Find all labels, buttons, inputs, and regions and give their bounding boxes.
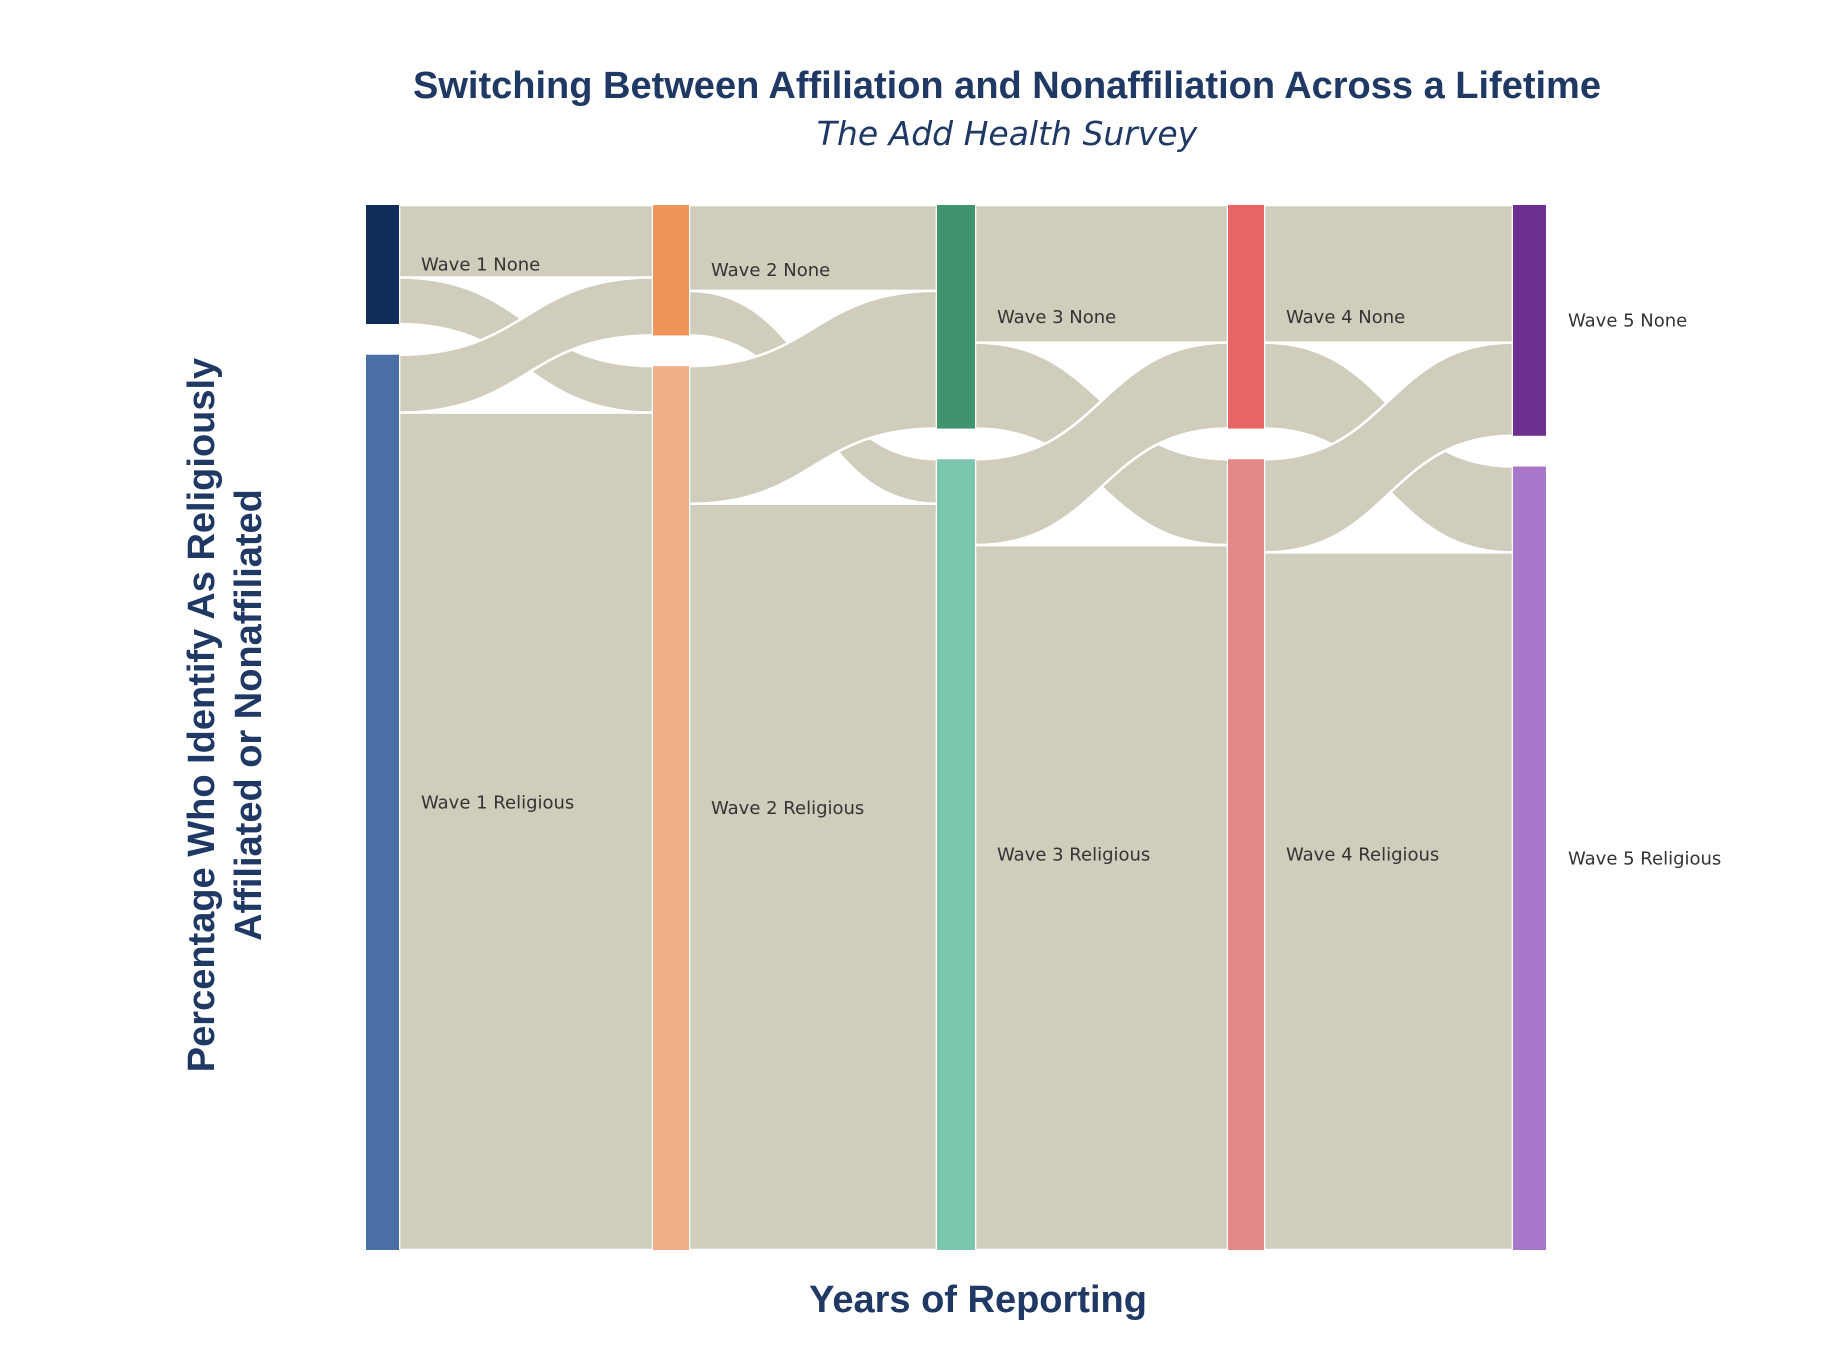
node-w3n xyxy=(937,205,975,429)
node-w2n xyxy=(653,205,689,336)
node-label-w5n: Wave 5 None xyxy=(1568,310,1687,331)
node-label-w1n: Wave 1 None xyxy=(421,255,540,276)
flow-w2r-to-w3r xyxy=(687,502,939,1252)
chart-subtitle: The Add Health Survey xyxy=(817,114,1198,153)
node-label-w3r: Wave 3 Religious xyxy=(997,845,1150,866)
node-label-w1r: Wave 1 Religious xyxy=(421,792,574,813)
node-label-w3n: Wave 3 None xyxy=(997,307,1116,328)
y-axis-label-line-2: Affiliated or Nonaffiliated xyxy=(228,489,270,941)
node-label-w4r: Wave 4 Religious xyxy=(1286,845,1439,866)
node-w5r xyxy=(1513,466,1546,1250)
nodes-layer xyxy=(366,205,1546,1251)
node-w5n xyxy=(1513,205,1546,436)
node-label-w4n: Wave 4 None xyxy=(1286,307,1405,328)
node-w1r xyxy=(366,354,399,1251)
node-w4n xyxy=(1228,205,1264,429)
node-labels-layer: Wave 1 None Wave 1 Religious Wave 2 None Wa… xyxy=(421,255,1721,870)
chart-title: Switching Between Affiliation and Nonaff… xyxy=(413,65,1601,107)
node-w1n xyxy=(366,205,399,325)
y-axis-label: Percentage Who Identify As Religiously A… xyxy=(181,358,270,1072)
node-label-w2r: Wave 2 Religious xyxy=(711,798,864,819)
flow-w1r-to-w2r xyxy=(397,411,655,1252)
node-w3r xyxy=(937,459,975,1250)
flow-w4r-to-w5r xyxy=(1262,551,1515,1252)
node-label-w2n: Wave 2 None xyxy=(711,260,830,281)
node-label-w5r: Wave 5 Religious xyxy=(1568,848,1721,869)
y-axis-label-line-1: Percentage Who Identify As Religiously xyxy=(181,358,223,1072)
flow-w3r-to-w4r xyxy=(973,543,1230,1252)
node-w2r xyxy=(653,366,689,1250)
x-axis-label: Years of Reporting xyxy=(809,1279,1147,1321)
node-w4r xyxy=(1228,459,1264,1250)
